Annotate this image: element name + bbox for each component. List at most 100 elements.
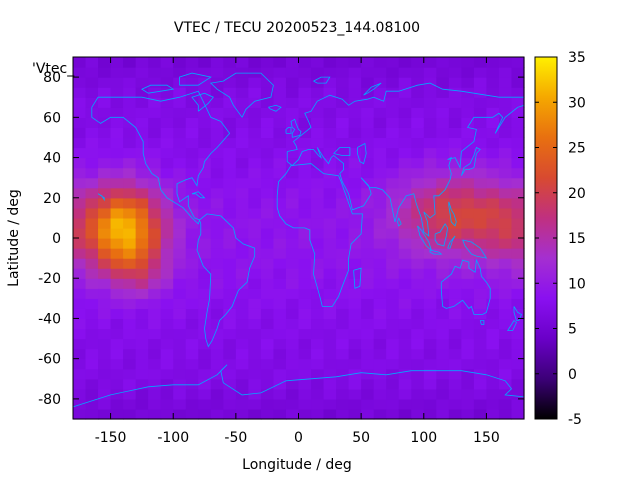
heatmap-cell	[160, 167, 174, 179]
heatmap-cell	[98, 308, 112, 320]
heatmap-cell	[235, 207, 249, 219]
heatmap-cell	[73, 378, 87, 390]
heatmap-cell	[285, 338, 300, 350]
heatmap-cell	[298, 57, 312, 68]
heatmap-cell	[386, 258, 400, 269]
heatmap-cell	[223, 87, 237, 98]
heatmap-cell	[423, 348, 437, 360]
heatmap-cell	[361, 197, 375, 209]
heatmap-cell	[511, 57, 525, 68]
heatmap-cell	[473, 167, 488, 179]
heatmap-cell	[448, 227, 462, 239]
heatmap-cell	[123, 238, 137, 249]
heatmap-cell	[285, 378, 300, 390]
heatmap-cell	[260, 77, 275, 88]
heatmap-cell	[98, 197, 112, 209]
heatmap-cell	[398, 238, 412, 249]
coastline-segment	[313, 76, 331, 84]
heatmap-cell	[198, 117, 212, 128]
heatmap-cell	[273, 288, 287, 299]
heatmap-cell	[386, 147, 400, 159]
heatmap-cell	[235, 248, 249, 259]
coastline-segment	[179, 72, 212, 86]
heatmap-cell	[411, 127, 425, 139]
heatmap-cell	[511, 217, 525, 229]
heatmap-cell	[173, 298, 187, 309]
coastline-segment	[356, 142, 367, 165]
heatmap-cell	[386, 207, 400, 219]
heatmap-cell	[398, 258, 412, 269]
heatmap-cell	[498, 87, 513, 98]
coastline-segment	[353, 267, 362, 289]
heatmap-cell	[135, 278, 149, 289]
heatmap-cell	[361, 187, 375, 199]
heatmap-cell	[148, 368, 162, 380]
heatmap-cell	[123, 258, 137, 269]
heatmap-cell	[123, 348, 137, 360]
heatmap-cell	[461, 177, 475, 189]
heatmap-cell	[73, 177, 87, 189]
heatmap-cell	[348, 278, 362, 289]
heatmap-cell	[110, 328, 124, 340]
heatmap-cell	[298, 368, 312, 380]
x-tick-label: 150	[473, 430, 500, 446]
heatmap-cell	[361, 77, 375, 88]
heatmap-cell	[398, 167, 412, 179]
heatmap-cell	[210, 157, 224, 169]
heatmap-cell	[348, 358, 362, 370]
heatmap-cell	[260, 177, 275, 189]
heatmap-cell	[173, 258, 187, 269]
heatmap-cell	[223, 378, 237, 390]
heatmap-cell	[248, 238, 262, 249]
heatmap-cell	[448, 127, 462, 139]
heatmap-cell	[210, 137, 224, 149]
heatmap-cell	[123, 137, 137, 149]
heatmap-cell	[398, 248, 412, 259]
heatmap-cell	[210, 338, 224, 350]
heatmap-cell	[361, 318, 375, 330]
heatmap-cell	[260, 318, 275, 330]
heatmap-cell	[148, 318, 162, 330]
heatmap-cell	[473, 308, 488, 320]
heatmap-cell	[448, 147, 462, 159]
coastline-segment	[506, 320, 517, 331]
heatmap-cell	[448, 378, 462, 390]
heatmap-cell	[210, 167, 224, 179]
heatmap-cell	[436, 187, 450, 199]
heatmap-cell	[110, 157, 124, 169]
heatmap-cell	[311, 197, 325, 209]
heatmap-cell	[486, 167, 500, 179]
heatmap-cell	[361, 177, 375, 189]
heatmap-cell	[110, 368, 124, 380]
heatmap-cell	[323, 278, 337, 289]
heatmap-cell	[473, 57, 488, 68]
coastline-segment	[397, 217, 402, 227]
heatmap-cell	[336, 288, 350, 299]
heatmap-cell	[511, 358, 525, 370]
heatmap-cell	[411, 248, 425, 259]
heatmap-cell	[323, 137, 337, 149]
heatmap-cell	[336, 97, 350, 108]
heatmap-cell	[235, 328, 249, 340]
coastline-segment	[209, 72, 274, 118]
heatmap-cell	[210, 207, 224, 219]
heatmap-cell	[311, 147, 325, 159]
heatmap-cell	[98, 167, 112, 179]
heatmap-cell	[498, 308, 513, 320]
heatmap-cell	[210, 147, 224, 159]
heatmap-cell	[85, 77, 99, 88]
heatmap-cell	[436, 258, 450, 269]
heatmap-cell	[486, 338, 500, 350]
heatmap-cell	[448, 217, 462, 229]
heatmap-cell	[185, 308, 199, 320]
heatmap-cell	[348, 137, 362, 149]
heatmap-cell	[361, 167, 375, 179]
heatmap-cell	[298, 197, 312, 209]
heatmap-cell	[273, 328, 287, 340]
heatmap-cell	[461, 358, 475, 370]
heatmap-cell	[123, 127, 137, 139]
heatmap-cell	[348, 238, 362, 249]
y-tick-label: -80	[38, 392, 61, 408]
heatmap-cell	[336, 378, 350, 390]
heatmap-cell	[110, 177, 124, 189]
